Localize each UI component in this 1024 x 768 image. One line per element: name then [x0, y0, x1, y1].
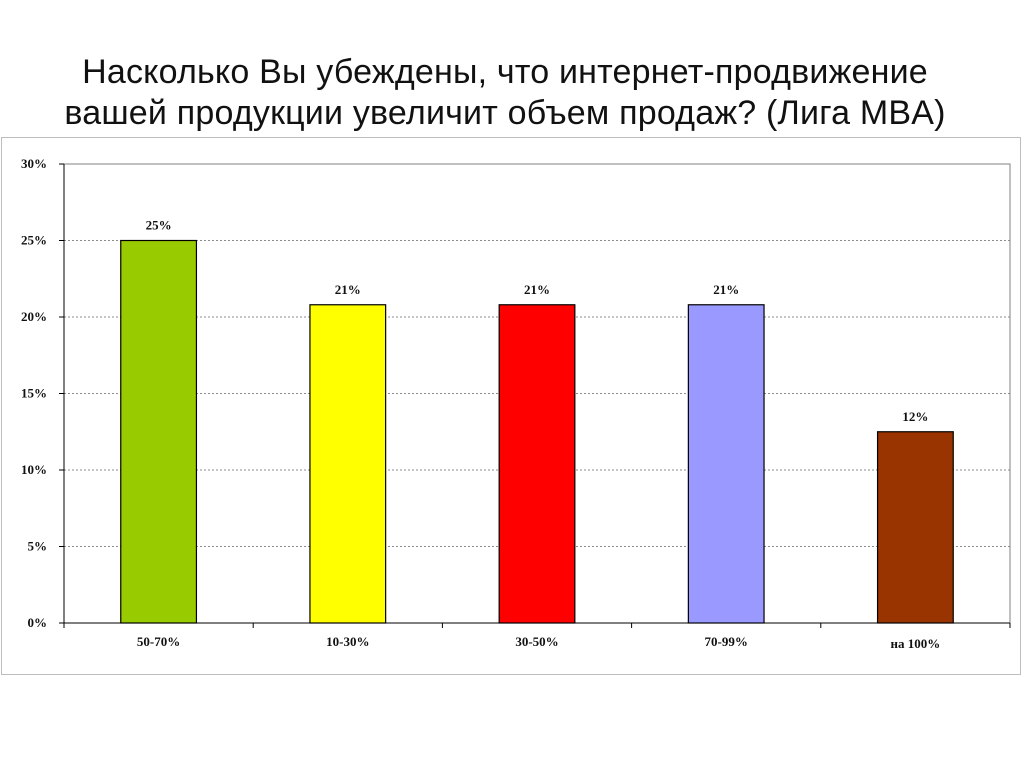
x-tick-label: 70-99%	[705, 634, 748, 649]
x-tick-label: на 100%	[891, 636, 941, 651]
x-tick-label: 10-30%	[326, 634, 369, 649]
chart-title-line-2: вашей продукции увеличит объем продаж? (…	[64, 94, 946, 132]
data-label: 21%	[713, 282, 739, 297]
bar-1	[120, 239, 198, 624]
y-tick-label: 0%	[28, 615, 48, 630]
bar-4	[687, 304, 765, 624]
chart-title-line-1: Насколько Вы убеждены, что интернет-прод…	[82, 53, 928, 91]
data-label: 21%	[335, 282, 361, 297]
bars	[120, 239, 954, 624]
bar-3	[498, 304, 576, 624]
chart-title: Насколько Вы убеждены, что интернет-прод…	[0, 52, 1010, 134]
bar-5	[876, 431, 954, 624]
y-tick-label: 25%	[21, 233, 47, 248]
data-label: 21%	[524, 282, 550, 297]
y-tick-label: 10%	[21, 462, 47, 477]
y-tick-label: 5%	[28, 539, 48, 554]
data-labels: 25% 21% 21% 21% 12%	[146, 218, 929, 424]
data-label: 25%	[146, 218, 172, 233]
x-tick-label: 30-50%	[515, 634, 558, 649]
data-label: 12%	[902, 409, 928, 424]
y-tick-label: 15%	[21, 386, 47, 401]
bar-2	[309, 304, 387, 624]
y-tick-label: 20%	[21, 309, 47, 324]
y-tick-label: 30%	[21, 156, 47, 171]
axes: 0% 5% 10% 15% 20% 25% 30% 50-70% 10-30% 30-50% 70-…	[21, 156, 1011, 651]
x-tick-label: 50-70%	[137, 634, 180, 649]
